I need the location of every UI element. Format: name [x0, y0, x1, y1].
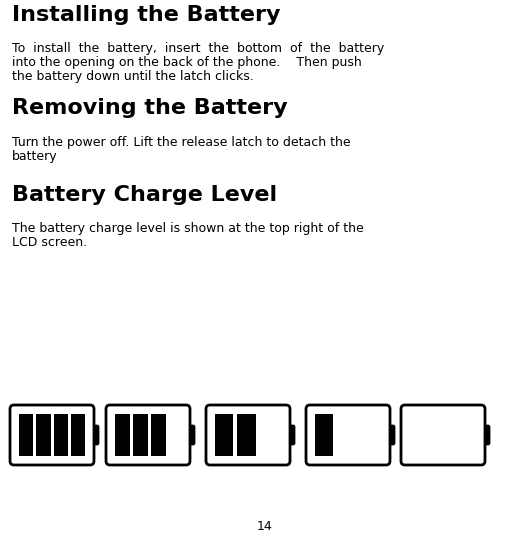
Text: battery: battery	[12, 150, 58, 163]
Bar	[54, 414, 68, 456]
FancyBboxPatch shape	[384, 426, 394, 444]
FancyBboxPatch shape	[306, 405, 390, 465]
FancyBboxPatch shape	[106, 405, 190, 465]
FancyBboxPatch shape	[184, 426, 194, 444]
Text: Battery Charge Level: Battery Charge Level	[12, 185, 277, 205]
FancyBboxPatch shape	[88, 426, 98, 444]
Text: Removing the Battery: Removing the Battery	[12, 98, 288, 118]
Bar	[19, 414, 33, 456]
Text: the battery down until the latch clicks.: the battery down until the latch clicks.	[12, 70, 254, 83]
Text: Installing the Battery: Installing the Battery	[12, 5, 280, 25]
Text: To  install  the  battery,  insert  the  bottom  of  the  battery: To install the battery, insert the botto…	[12, 42, 384, 55]
Bar	[133, 414, 148, 456]
FancyBboxPatch shape	[284, 426, 294, 444]
FancyBboxPatch shape	[206, 405, 290, 465]
Bar	[237, 414, 256, 456]
Bar	[36, 414, 50, 456]
Bar	[215, 414, 234, 456]
Text: 14: 14	[257, 520, 273, 533]
Text: into the opening on the back of the phone.    Then push: into the opening on the back of the phon…	[12, 56, 362, 69]
FancyBboxPatch shape	[10, 405, 94, 465]
Text: The battery charge level is shown at the top right of the: The battery charge level is shown at the…	[12, 222, 364, 235]
Bar	[315, 414, 333, 456]
Text: Turn the power off. Lift the release latch to detach the: Turn the power off. Lift the release lat…	[12, 136, 351, 149]
FancyBboxPatch shape	[401, 405, 485, 465]
Bar	[70, 414, 85, 456]
Text: LCD screen.: LCD screen.	[12, 236, 87, 249]
FancyBboxPatch shape	[479, 426, 489, 444]
Bar	[152, 414, 166, 456]
Bar	[115, 414, 130, 456]
